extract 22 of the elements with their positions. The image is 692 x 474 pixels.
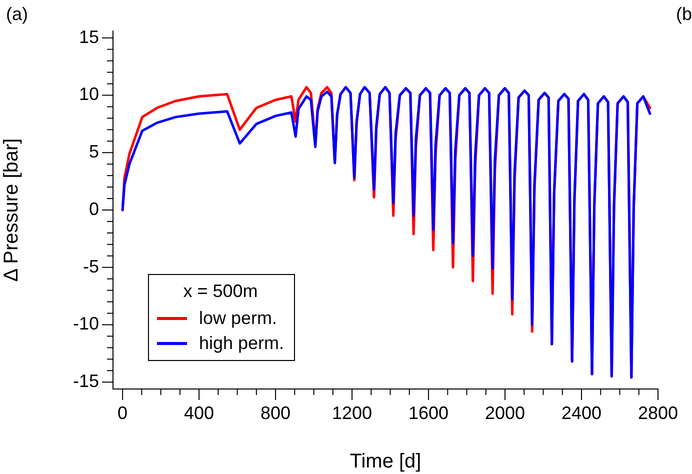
- y-tick-label: 0: [88, 198, 99, 219]
- x-tick-label: 2000: [484, 402, 526, 423]
- y-tick-label: -5: [82, 256, 99, 276]
- legend-label: low perm.: [199, 308, 278, 329]
- y-tick-label: 5: [88, 142, 99, 162]
- y-tick-label: -15: [72, 371, 99, 392]
- x-axis-title: Time [d]: [350, 450, 422, 473]
- text: (b: [676, 4, 692, 25]
- y-tick-label: 15: [78, 26, 99, 47]
- x-tick-label: 2800: [638, 402, 678, 423]
- y-axis-title: Δ Pressure [bar]: [0, 138, 23, 282]
- text: (a): [6, 4, 28, 25]
- legend-title: x = 500m: [182, 281, 259, 302]
- x-tick-label: 2400: [561, 402, 602, 423]
- x-tick-label: 1200: [332, 402, 372, 423]
- y-tick-label: -10: [72, 314, 99, 334]
- y-tick-label: 10: [78, 84, 99, 104]
- x-tick-label: 400: [184, 402, 214, 423]
- x-tick-label: 1600: [408, 402, 449, 423]
- legend-label: high perm.: [199, 333, 284, 354]
- x-tick-label: 0: [118, 402, 128, 423]
- x-tick-label: 800: [260, 402, 291, 423]
